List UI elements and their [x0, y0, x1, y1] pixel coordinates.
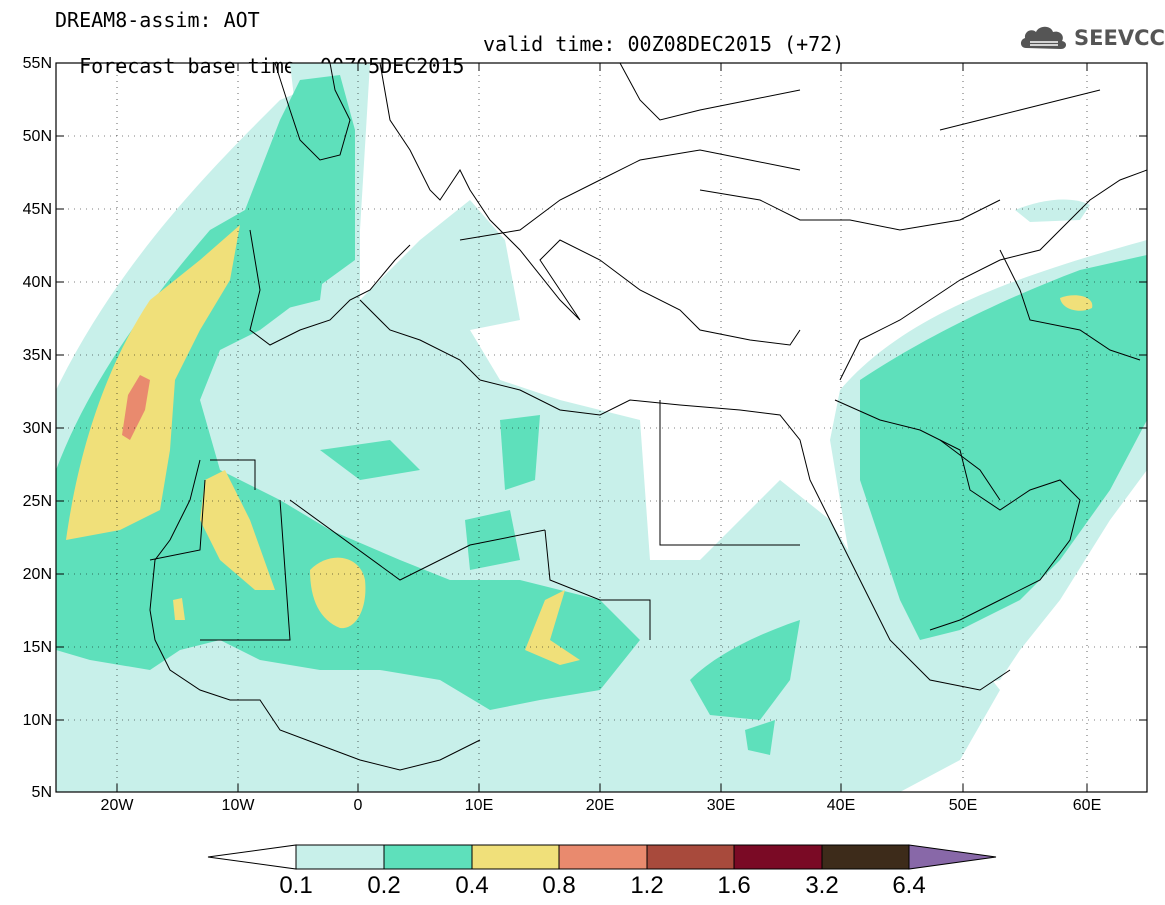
colorbar-level-label: 1.6: [717, 872, 751, 899]
lon-tick-label: 40E: [826, 797, 856, 814]
map-title: DREAM8-assim: AOT: [55, 8, 260, 32]
lon-tick-label: 10E: [464, 797, 494, 814]
colorbar-high-triangle: [908, 844, 997, 870]
colorbar-low-triangle: [207, 844, 297, 870]
lat-tick-label: 25N: [22, 493, 52, 510]
lat-tick-label: 5N: [31, 784, 52, 801]
lon-tick-label: 50E: [948, 797, 978, 814]
forecast-times: Forecast base time: 00Z05DEC2015 valid t…: [55, 33, 844, 99]
lat-tick-label: 20N: [22, 566, 52, 583]
colorbar: [207, 844, 997, 870]
coastlines-borders: [149, 63, 1147, 771]
base-time: Forecast base time: 00Z05DEC2015: [79, 54, 465, 78]
lon-tick-label: 10W: [221, 797, 255, 814]
seevccc-logo: SEEVCCC: [1018, 22, 1165, 56]
aot-0.8-1.2-field: [122, 375, 150, 440]
colorbar-level-label: 1.2: [630, 872, 664, 899]
colorbar-level-label: 0.4: [455, 872, 489, 899]
colorbar-level-label: 6.4: [892, 872, 926, 899]
lon-tick-label: 30E: [706, 797, 736, 814]
colorbar-swatch-0.2-0.4: [383, 844, 473, 870]
logo-text: SEEVCCC: [1074, 26, 1165, 50]
lat-tick-label: 35N: [22, 347, 52, 364]
colorbar-swatch-1.6-3.2: [733, 844, 823, 870]
lon-tick-label: 60E: [1072, 797, 1102, 814]
lat-tick-label: 15N: [22, 639, 52, 656]
aot-0.2-0.4-field: [56, 75, 1147, 755]
lon-tick-label: 20E: [585, 797, 615, 814]
aot-0.4-0.8-field: [66, 225, 1093, 665]
axis-ticks: [56, 62, 1147, 793]
colorbar-level-label: 3.2: [805, 872, 839, 899]
colorbar-level-label: 0.8: [542, 872, 576, 899]
lat-tick-label: 50N: [22, 128, 52, 145]
colorbar-swatch-1.2-1.6: [646, 844, 735, 870]
colorbar-level-label: 0.2: [367, 872, 401, 899]
lat-tick-label: 55N: [22, 55, 52, 72]
colorbar-swatch-0.4-0.8: [471, 844, 560, 870]
colorbar-swatch-0.1-0.2: [295, 844, 385, 870]
colorbar-swatch-0.8-1.2: [558, 844, 648, 870]
lon-tick-label: 0: [353, 797, 363, 814]
lat-tick-label: 45N: [22, 201, 52, 218]
colorbar-level-label: 0.1: [279, 872, 313, 899]
lon-tick-label: 20W: [100, 797, 134, 814]
cloud-icon: [1020, 26, 1067, 49]
valid-time: valid time: 00Z08DEC2015 (+72): [483, 32, 845, 56]
lat-tick-label: 40N: [22, 274, 52, 291]
lat-tick-label: 10N: [22, 712, 52, 729]
colorbar-swatch-3.2-6.4: [821, 844, 910, 870]
lat-tick-label: 30N: [22, 420, 52, 437]
